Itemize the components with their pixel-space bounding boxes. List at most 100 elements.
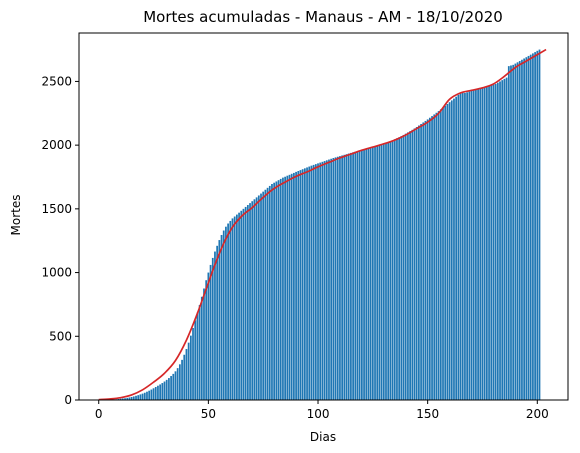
bar	[376, 145, 379, 400]
bar	[532, 53, 534, 400]
bar	[371, 147, 374, 400]
bar	[485, 86, 488, 401]
bar	[352, 152, 354, 400]
bar	[457, 94, 460, 401]
bar	[492, 84, 495, 401]
bar	[490, 85, 493, 400]
bar	[380, 144, 383, 400]
bar	[505, 77, 508, 400]
bar	[317, 163, 319, 400]
bar	[418, 125, 420, 400]
bar	[141, 393, 144, 400]
bar	[501, 80, 504, 401]
bar	[119, 398, 122, 400]
bar	[132, 396, 135, 400]
bar	[279, 178, 282, 400]
bar	[323, 161, 326, 400]
bar	[525, 57, 528, 401]
bar	[514, 63, 517, 400]
bar	[424, 120, 427, 401]
bar	[205, 280, 208, 400]
bar	[242, 208, 245, 400]
bar	[398, 137, 401, 401]
bar	[518, 61, 521, 400]
bar	[534, 52, 536, 401]
bar	[420, 123, 422, 401]
bar	[374, 146, 376, 400]
bar	[453, 98, 455, 400]
y-axis-label: Mortes	[9, 195, 23, 236]
bar	[148, 390, 151, 400]
bar	[295, 171, 297, 400]
bar	[290, 173, 293, 400]
bar	[303, 168, 306, 400]
bar	[334, 157, 337, 400]
bar	[165, 379, 168, 400]
bar	[282, 177, 284, 400]
bar	[207, 272, 210, 400]
bar	[407, 132, 409, 400]
bar	[249, 203, 251, 400]
bar	[251, 201, 254, 400]
bar	[343, 154, 346, 400]
bar	[286, 175, 289, 400]
bar	[409, 131, 411, 400]
bar	[450, 100, 453, 400]
bar	[196, 312, 199, 400]
bar	[163, 381, 166, 400]
bar	[439, 109, 442, 400]
bar	[328, 159, 330, 400]
bar	[143, 392, 146, 400]
bar	[198, 305, 201, 400]
trend-line	[98, 48, 547, 401]
bar	[211, 257, 214, 400]
bar	[266, 187, 269, 400]
bar	[503, 78, 506, 401]
bar	[126, 397, 129, 400]
bar	[444, 105, 447, 400]
bar	[139, 394, 142, 400]
bar	[255, 197, 258, 400]
plot-frame	[78, 32, 569, 401]
bar	[168, 378, 170, 400]
bar	[336, 156, 339, 400]
bar	[159, 384, 162, 400]
y-tick-label: 1500	[41, 202, 72, 216]
bar	[382, 143, 385, 401]
chart-title: Mortes acumuladas - Manaus - AM - 18/10/…	[143, 8, 503, 26]
bar	[332, 158, 335, 400]
bar	[157, 385, 159, 400]
bar	[483, 87, 486, 400]
bar	[284, 176, 286, 400]
bar	[341, 155, 344, 400]
bar	[538, 49, 541, 400]
bar	[185, 349, 188, 400]
bar	[472, 90, 475, 400]
bar	[130, 396, 133, 400]
bar	[411, 129, 414, 400]
bar	[260, 193, 262, 400]
bar	[459, 92, 462, 400]
bar	[227, 223, 229, 400]
bar	[512, 64, 515, 401]
bar	[479, 88, 482, 401]
bar	[121, 398, 124, 400]
bar	[402, 134, 405, 400]
bar	[135, 395, 137, 400]
bar	[367, 148, 370, 400]
bar	[218, 240, 221, 400]
bar	[396, 138, 398, 400]
bar	[466, 92, 468, 400]
x-tick-label: 0	[95, 407, 103, 421]
bar	[527, 55, 530, 400]
bar	[339, 156, 341, 400]
bar	[393, 139, 396, 400]
bar	[437, 111, 440, 401]
bar	[310, 165, 313, 400]
bar	[516, 62, 519, 401]
bar	[361, 149, 363, 400]
bar	[124, 398, 126, 400]
x-tick-label: 100	[307, 407, 330, 421]
bar	[363, 149, 365, 400]
bar	[288, 174, 291, 400]
